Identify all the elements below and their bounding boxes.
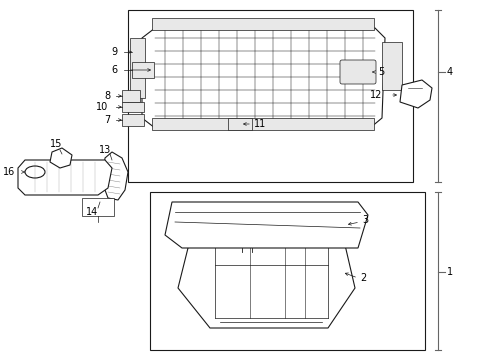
Polygon shape <box>399 80 431 108</box>
Text: 16: 16 <box>3 167 15 177</box>
FancyBboxPatch shape <box>82 198 114 216</box>
FancyBboxPatch shape <box>227 118 251 130</box>
FancyBboxPatch shape <box>122 114 143 126</box>
FancyBboxPatch shape <box>122 102 143 112</box>
FancyBboxPatch shape <box>152 118 373 130</box>
FancyBboxPatch shape <box>152 18 373 30</box>
FancyBboxPatch shape <box>130 38 145 98</box>
Text: 6: 6 <box>112 65 118 75</box>
Polygon shape <box>50 148 72 168</box>
Text: 4: 4 <box>446 67 452 77</box>
Text: 14: 14 <box>86 207 98 217</box>
Polygon shape <box>102 152 128 200</box>
Text: 7: 7 <box>103 115 110 125</box>
FancyBboxPatch shape <box>339 60 375 84</box>
Text: 1: 1 <box>446 267 452 277</box>
Text: 11: 11 <box>253 119 265 129</box>
Ellipse shape <box>154 67 162 73</box>
Polygon shape <box>142 28 384 128</box>
Text: 12: 12 <box>369 90 381 100</box>
Text: 15: 15 <box>50 139 62 149</box>
Text: 13: 13 <box>99 145 111 155</box>
Text: 8: 8 <box>103 91 110 101</box>
FancyBboxPatch shape <box>128 10 412 182</box>
FancyBboxPatch shape <box>122 90 140 102</box>
Polygon shape <box>18 160 112 195</box>
FancyBboxPatch shape <box>132 62 154 78</box>
Polygon shape <box>178 218 354 328</box>
Text: 2: 2 <box>359 273 366 283</box>
Text: 3: 3 <box>361 215 367 225</box>
Text: 10: 10 <box>96 102 108 112</box>
Polygon shape <box>164 202 367 248</box>
FancyBboxPatch shape <box>381 42 401 90</box>
Text: 9: 9 <box>112 47 118 57</box>
FancyBboxPatch shape <box>150 192 424 350</box>
Text: 5: 5 <box>377 67 384 77</box>
